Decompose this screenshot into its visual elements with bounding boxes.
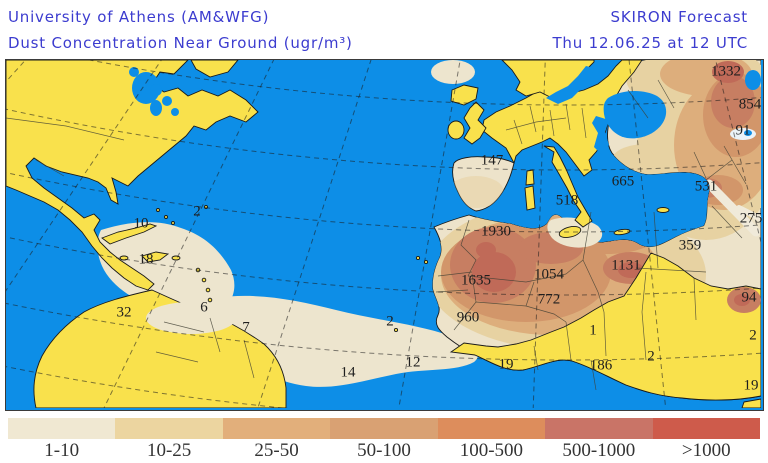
forecast-map: 1332 854 91 531 275 359 665 518 147 1930 1635 1054 7… <box>5 59 764 411</box>
sardinia <box>524 185 536 211</box>
legend-item: 100-500 <box>437 418 546 462</box>
legend-item: >1000 <box>652 418 760 462</box>
legend-item: 500-1000 <box>545 418 653 462</box>
sub-saharan-africa <box>449 252 761 401</box>
great-britain <box>463 101 487 145</box>
map-svg <box>6 60 761 408</box>
cyprus <box>656 207 670 213</box>
baltic-sea <box>546 66 594 104</box>
south-america <box>33 289 287 408</box>
legend-item: 1-10 <box>8 418 116 462</box>
dust-over-venezuela <box>146 302 236 334</box>
legend-label: >1000 <box>681 440 731 461</box>
hudson-bay <box>132 72 160 104</box>
legend-swatch <box>8 418 116 439</box>
legend-item: 50-100 <box>330 418 438 462</box>
org-title: University of Athens (AM&WFG) <box>8 8 270 26</box>
great-lakes <box>129 67 139 77</box>
canary-islands <box>415 255 421 261</box>
corsica <box>525 169 535 186</box>
legend: 1-10 10-25 25-50 50-100 100-500 500-1000 >1000 <box>8 418 760 462</box>
sicily <box>558 226 582 238</box>
model-title: SKIRON Forecast <box>610 8 748 26</box>
header-right: SKIRON Forecast Thu 12.06.25 at 12 UTC <box>552 4 748 56</box>
legend-swatch <box>115 418 223 439</box>
valid-time: Thu 12.06.25 at 12 UTC <box>552 34 748 52</box>
red-sea <box>704 179 761 237</box>
cape-verde <box>393 327 399 333</box>
hispaniola <box>141 251 170 263</box>
legend-item: 10-25 <box>115 418 223 462</box>
product-title: Dust Concentration Near Ground (ugr/m³) <box>8 34 353 52</box>
aegean-sea <box>592 116 609 155</box>
header-left: University of Athens (AM&WFG) Dust Conce… <box>8 4 353 56</box>
legend-item: 25-50 <box>222 418 331 462</box>
country-borders <box>6 79 747 391</box>
legend-label: 500-1000 <box>562 440 636 461</box>
congo-corner <box>741 398 761 408</box>
caribbean-islands <box>101 205 213 303</box>
italy <box>543 145 593 228</box>
cuba <box>101 223 158 245</box>
legend-swatch <box>330 418 438 439</box>
legend-swatch <box>437 418 546 439</box>
caspian-sea <box>745 70 761 90</box>
legend-swatch <box>652 418 760 439</box>
legend-label: 10-25 <box>146 440 192 461</box>
legend-label: 25-50 <box>254 440 299 461</box>
header: University of Athens (AM&WFG) Dust Conce… <box>0 0 768 59</box>
legend-label: 100-500 <box>459 440 524 461</box>
legend-swatch <box>545 418 653 439</box>
legend-label: 1-10 <box>44 440 80 461</box>
iceland <box>450 84 479 106</box>
north-america <box>6 60 259 291</box>
legend-swatch <box>222 418 331 439</box>
greenland <box>190 60 239 78</box>
ireland <box>447 120 465 140</box>
legend-label: 50-100 <box>357 440 411 461</box>
europe <box>447 60 670 238</box>
persian-gulf <box>736 205 761 221</box>
